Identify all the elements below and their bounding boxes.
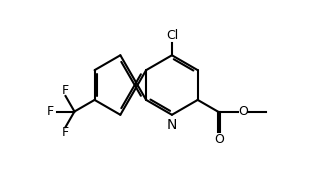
- Text: N: N: [167, 118, 177, 132]
- Text: F: F: [62, 84, 69, 97]
- Text: Cl: Cl: [166, 29, 178, 42]
- Text: F: F: [47, 105, 54, 118]
- Text: O: O: [239, 105, 249, 118]
- Text: O: O: [214, 133, 224, 146]
- Text: F: F: [62, 126, 69, 139]
